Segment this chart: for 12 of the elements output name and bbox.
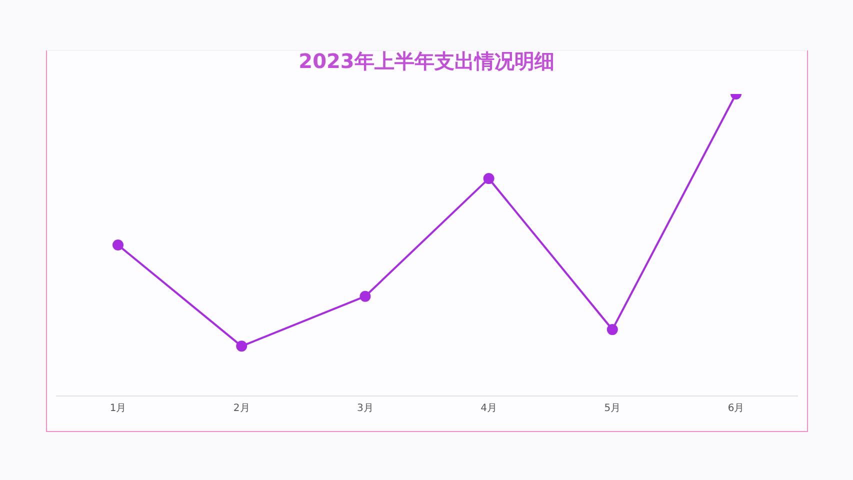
x-tick-label: 5月: [604, 403, 621, 414]
x-tick-label: 1月: [110, 403, 126, 414]
point: [112, 240, 124, 250]
point: [360, 290, 371, 302]
x-tick-label: 3月: [357, 403, 374, 414]
x-tick-label: 2月: [233, 403, 250, 414]
point: [483, 173, 494, 184]
x-tick-label: 4月: [480, 403, 497, 414]
point: [236, 340, 248, 352]
point: [606, 324, 618, 336]
x-tick-label: 6月: [728, 403, 744, 414]
chart-title: 2023年上半年支出情况明细: [298, 48, 556, 75]
